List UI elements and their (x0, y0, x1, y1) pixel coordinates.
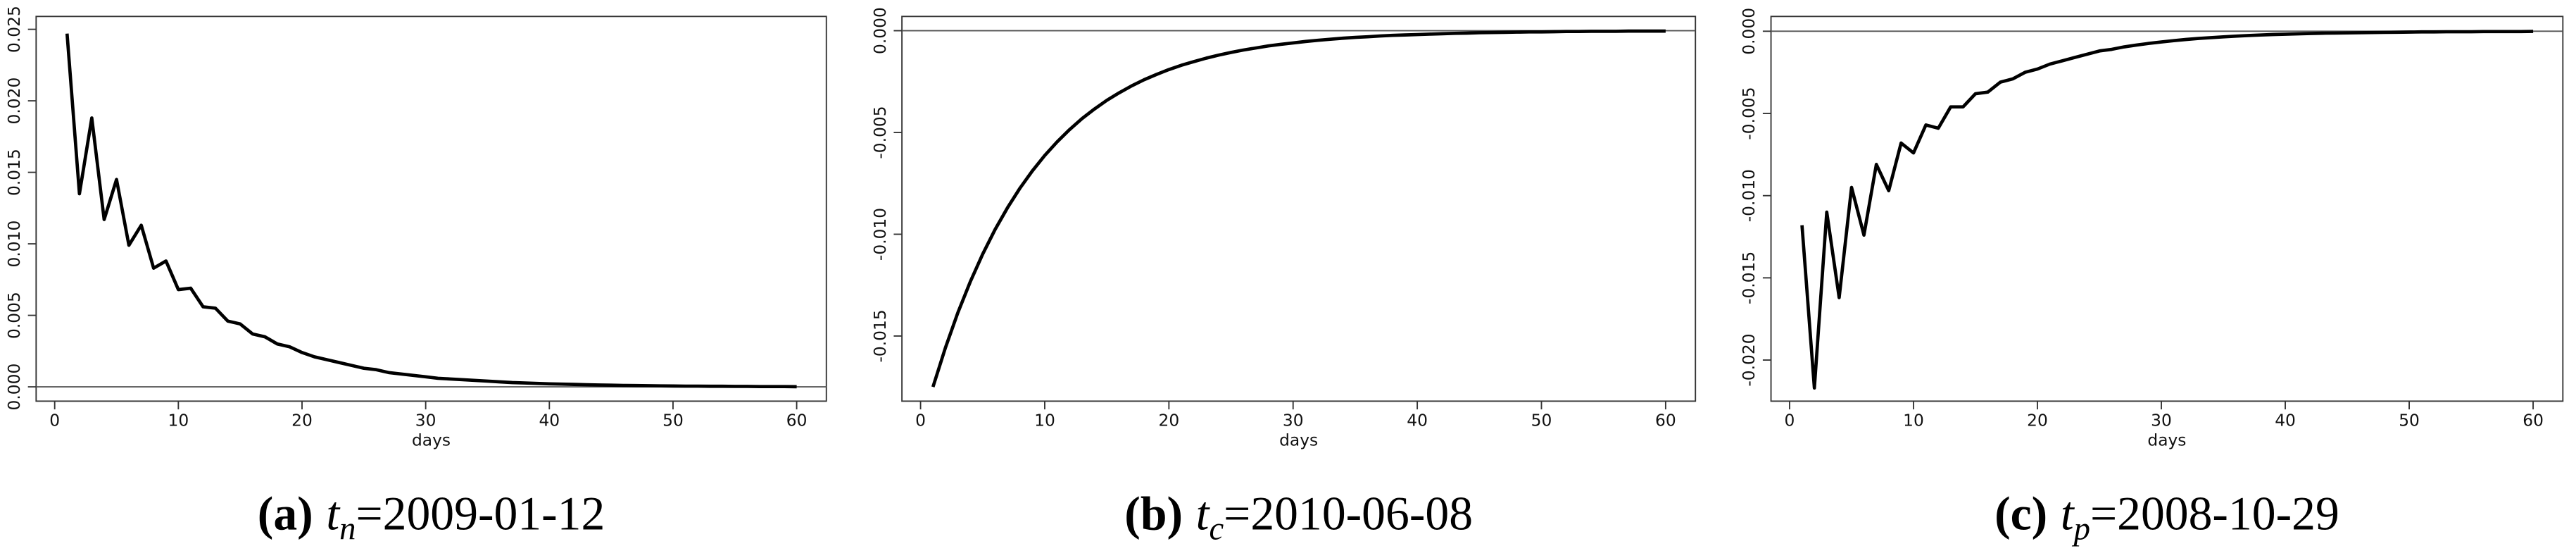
plot-frame (35, 16, 827, 402)
x-tick-label: 60 (1655, 410, 1676, 430)
data-line (931, 29, 1666, 388)
data-line (1800, 30, 2534, 390)
x-tick-label: 60 (786, 410, 808, 430)
y-tick-label: -0.010 (870, 208, 890, 261)
caption-date: =2008-10-29 (2090, 487, 2339, 540)
caption-var: t (1196, 487, 1211, 540)
y-tick-label: -0.020 (1739, 333, 1759, 386)
caption-var: t (326, 487, 341, 540)
x-tick-label: 50 (662, 410, 684, 430)
caption: (b) tc=2010-06-08 (1124, 487, 1473, 547)
caption-tag: (b) (1124, 487, 1183, 540)
caption-date: =2009-01-12 (356, 487, 605, 540)
caption-tag: (a) (258, 487, 313, 540)
plot-frame (1770, 16, 2564, 402)
x-tick-label: 30 (415, 410, 436, 430)
caption: (c) tp=2008-10-29 (1994, 487, 2339, 547)
y-tick-label: 0.000 (4, 364, 24, 411)
x-tick-label: 10 (168, 410, 189, 430)
x-tick-label: 0 (1785, 410, 1795, 430)
x-tick-label: 10 (1903, 410, 1924, 430)
caption-date: =2010-06-08 (1224, 487, 1473, 540)
x-tick-label: 30 (1283, 410, 1304, 430)
y-tick-label: 0.015 (4, 149, 24, 196)
y-tick-label: -0.005 (870, 106, 890, 159)
x-tick-label: 20 (1159, 410, 1180, 430)
caption-tag: (c) (1994, 487, 2047, 540)
x-axis-label: days (2147, 430, 2186, 450)
x-axis-label: days (1279, 430, 1318, 450)
y-tick-label: -0.005 (1739, 87, 1759, 140)
caption-sub: n (339, 510, 356, 547)
y-tick-label: 0.000 (870, 7, 890, 54)
x-tick-label: 20 (2027, 410, 2048, 430)
y-tick-label: 0.020 (4, 78, 24, 125)
x-tick-label: 0 (915, 410, 926, 430)
x-tick-label: 60 (2522, 410, 2544, 430)
data-line (65, 33, 797, 389)
x-tick-label: 40 (2275, 410, 2296, 430)
x-tick-label: 20 (291, 410, 313, 430)
caption-sub: p (2072, 510, 2090, 547)
caption: (a) tn=2009-01-12 (258, 487, 605, 547)
y-tick-label: 0.025 (4, 6, 24, 53)
y-tick-label: -0.015 (870, 309, 890, 362)
caption-var: t (2061, 487, 2075, 540)
x-tick-label: 50 (1531, 410, 1552, 430)
y-tick-label: 0.000 (1739, 8, 1759, 55)
y-tick-label: -0.015 (1739, 252, 1759, 304)
y-tick-label: 0.010 (4, 221, 24, 268)
plot-frame (901, 16, 1697, 402)
x-tick-label: 30 (2151, 410, 2172, 430)
x-axis-label: days (412, 430, 451, 450)
x-tick-label: 40 (1407, 410, 1428, 430)
y-tick-label: -0.010 (1739, 169, 1759, 222)
x-tick-label: 40 (539, 410, 560, 430)
x-tick-label: 50 (2399, 410, 2420, 430)
y-tick-label: 0.005 (4, 292, 24, 339)
caption-sub: c (1209, 510, 1224, 547)
x-tick-label: 0 (49, 410, 60, 430)
x-tick-label: 10 (1034, 410, 1055, 430)
